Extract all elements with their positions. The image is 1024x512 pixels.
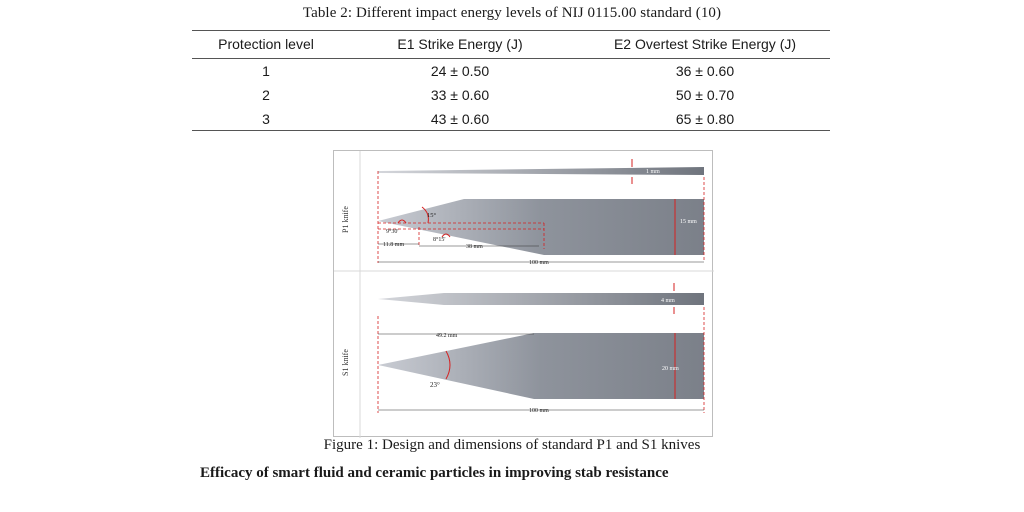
p1-angle-lower: 8°15': [433, 236, 445, 243]
p1-angle-tip: 9°30': [386, 228, 398, 235]
table-top-rule: [192, 30, 830, 31]
p1-blade: [378, 199, 704, 255]
p1-width-label: 15 mm: [680, 219, 697, 225]
knife-diagram: P1 knife S1 knife 1 mm 15 mm 15° 9°30' 8…: [334, 151, 714, 438]
p1-side-label: P1 knife: [341, 206, 350, 233]
p1-tip-length: 11.8 mm: [383, 242, 404, 248]
table-header-e1: E1 Strike Energy (J): [397, 36, 523, 52]
s1-angle: 23°: [430, 381, 440, 389]
table-cell-e1: 33 ± 0.60: [430, 87, 490, 103]
table-cell-level: 1: [262, 63, 270, 79]
p1-bevel-length: 38 mm: [466, 244, 483, 250]
table-caption: Table 2: Different impact energy levels …: [302, 5, 722, 21]
p1-total-length: 100 mm: [529, 260, 549, 266]
table-cell-e2: 65 ± 0.80: [675, 111, 735, 127]
p1-angle-upper: 15°: [427, 212, 437, 219]
s1-edge-view: [378, 293, 704, 305]
section-heading: Efficacy of smart fluid and ceramic part…: [200, 465, 669, 481]
knife-figure: P1 knife S1 knife 1 mm 15 mm 15° 9°30' 8…: [333, 150, 714, 438]
table-cell-e2: 36 ± 0.60: [675, 63, 735, 79]
table-cell-level: 2: [262, 87, 270, 103]
table-cell-e1: 43 ± 0.60: [430, 111, 490, 127]
table-cell-level: 3: [262, 111, 270, 127]
s1-width-label: 20 mm: [662, 366, 679, 372]
table-cell-e2: 50 ± 0.70: [675, 87, 735, 103]
s1-blade: [378, 333, 704, 399]
s1-thickness-label: 4 mm: [661, 298, 675, 304]
table-header-e2: E2 Overtest Strike Energy (J): [613, 36, 797, 52]
s1-total-length: 100 mm: [529, 408, 549, 414]
s1-side-label: S1 knife: [341, 349, 350, 376]
p1-edge-view: [378, 167, 704, 175]
p1-thickness-label: 1 mm: [646, 169, 660, 175]
table-cell-e1: 24 ± 0.50: [430, 63, 490, 79]
table-header-protection-level: Protection level: [218, 36, 314, 52]
table-bottom-rule: [192, 130, 830, 131]
table-header-rule: [192, 58, 830, 59]
s1-bevel-length: 49.2 mm: [436, 333, 458, 339]
figure-caption: Figure 1: Design and dimensions of stand…: [323, 437, 701, 453]
